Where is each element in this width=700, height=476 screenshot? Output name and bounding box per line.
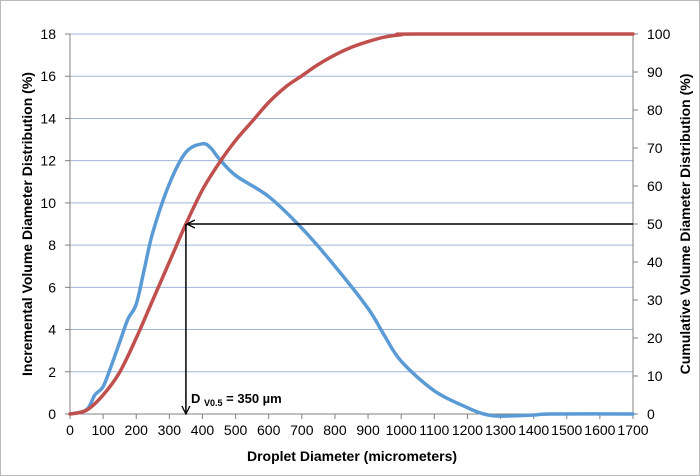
y-right-tick-label-40: 40 bbox=[647, 254, 663, 270]
series-line-incremental bbox=[68, 141, 635, 418]
y-right-tick-label-100: 100 bbox=[647, 26, 671, 42]
d50-label-subscript: V0.5 bbox=[204, 398, 223, 408]
y-left-tick-label-16: 16 bbox=[40, 68, 56, 84]
x-axis-title: Droplet Diameter (micrometers) bbox=[247, 448, 457, 464]
y-right-axis-title: Cumulative Volume Diameter Distribution … bbox=[677, 74, 693, 375]
x-tick-label-0: 0 bbox=[66, 422, 74, 438]
x-tick-label-500: 500 bbox=[224, 422, 248, 438]
y-left-tick-label-8: 8 bbox=[48, 237, 56, 253]
y-right-tick-label-30: 30 bbox=[647, 292, 663, 308]
x-tick-label-200: 200 bbox=[125, 422, 149, 438]
x-tick-label-1300: 1300 bbox=[485, 422, 516, 438]
x-tick-label-1100: 1100 bbox=[419, 422, 449, 438]
y-left-tick-label-4: 4 bbox=[48, 322, 56, 338]
d50-label-main: D bbox=[191, 391, 200, 406]
axes bbox=[65, 33, 638, 419]
x-tick-label-1400: 1400 bbox=[518, 422, 549, 438]
gridlines bbox=[70, 33, 633, 373]
d50-label-value: = 350 µm bbox=[226, 391, 282, 406]
x-tick-label-1700: 1700 bbox=[617, 422, 648, 438]
y-right-tick-label-60: 60 bbox=[647, 178, 663, 194]
x-tick-label-1500: 1500 bbox=[551, 422, 582, 438]
x-tick-label-800: 800 bbox=[323, 422, 347, 438]
x-tick-label-700: 700 bbox=[290, 422, 314, 438]
y-left-tick-label-14: 14 bbox=[40, 110, 56, 126]
series-lines bbox=[68, 32, 635, 418]
d50-annotation: D V0.5 = 350 µm bbox=[186, 224, 633, 414]
x-tick-label-100: 100 bbox=[91, 422, 115, 438]
y-left-tick-label-6: 6 bbox=[48, 279, 56, 295]
y-left-tick-label-0: 0 bbox=[48, 406, 56, 422]
y-left-tick-label-10: 10 bbox=[40, 195, 56, 211]
y-right-tick-label-90: 90 bbox=[647, 64, 663, 80]
y-right-tick-label-0: 0 bbox=[647, 406, 655, 422]
y-right-tick-label-50: 50 bbox=[647, 216, 663, 232]
series-line-cumulative bbox=[68, 32, 635, 416]
y-right-tick-label-70: 70 bbox=[647, 140, 663, 156]
y-left-axis-title: Incremental Volume Diameter Distribution… bbox=[19, 72, 35, 376]
d50-label: D V0.5 = 350 µm bbox=[191, 391, 282, 409]
x-tick-label-400: 400 bbox=[191, 422, 215, 438]
x-tick-label-1600: 1600 bbox=[584, 422, 615, 438]
x-tick-label-1000: 1000 bbox=[386, 422, 417, 438]
x-tick-label-900: 900 bbox=[356, 422, 380, 438]
y-right-tick-labels: 0 10 20 30 40 50 60 70 80 90 100 bbox=[647, 26, 671, 422]
y-right-tick-label-10: 10 bbox=[647, 368, 663, 384]
y-left-tick-label-12: 12 bbox=[40, 153, 56, 169]
y-left-tick-label-18: 18 bbox=[40, 26, 56, 42]
x-tick-label-1200: 1200 bbox=[452, 422, 483, 438]
y-left-tick-labels: 0 2 4 6 8 10 12 14 16 18 bbox=[40, 26, 56, 422]
y-left-tick-label-2: 2 bbox=[48, 364, 56, 380]
x-tick-label-300: 300 bbox=[158, 422, 182, 438]
x-tick-label-600: 600 bbox=[257, 422, 281, 438]
y-right-tick-label-80: 80 bbox=[647, 102, 663, 118]
x-tick-labels: 0 100 200 300 400 500 600 700 800 900 1000 1100 1200… bbox=[66, 422, 649, 438]
y-right-tick-label-20: 20 bbox=[647, 330, 663, 346]
